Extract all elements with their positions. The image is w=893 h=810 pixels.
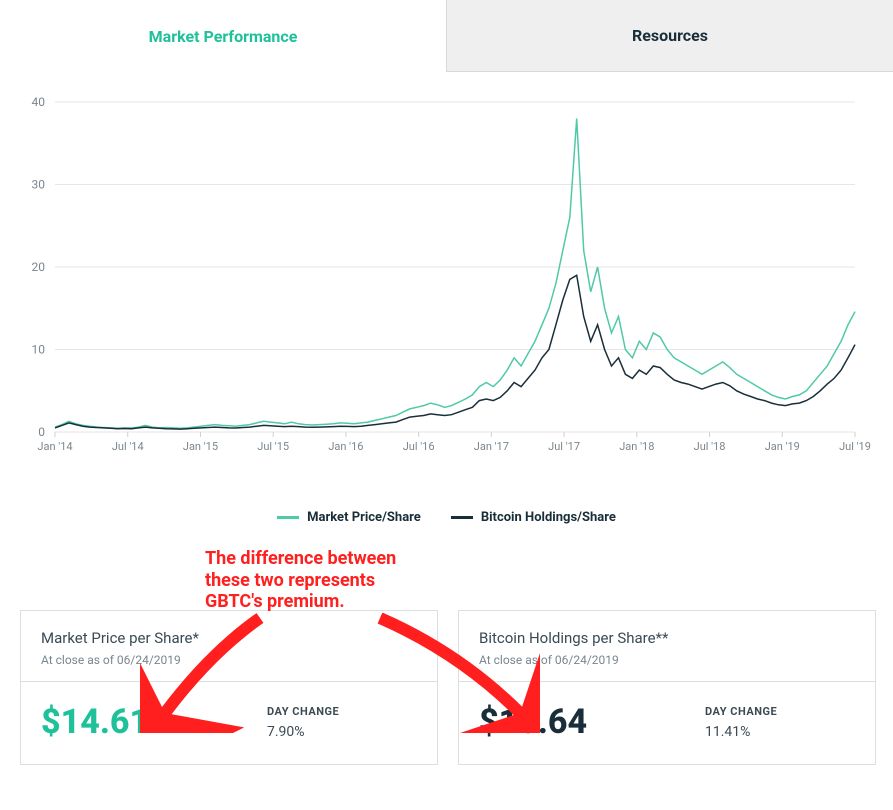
svg-text:20: 20 bbox=[32, 260, 46, 274]
svg-text:Jul '15: Jul '15 bbox=[257, 440, 289, 453]
svg-text:Jul '18: Jul '18 bbox=[694, 440, 726, 453]
legend-label: Bitcoin Holdings/Share bbox=[481, 510, 616, 525]
legend-swatch bbox=[451, 516, 473, 519]
svg-text:0: 0 bbox=[38, 425, 45, 439]
legend-swatch bbox=[277, 516, 299, 519]
svg-text:30: 30 bbox=[32, 178, 46, 192]
chart-area: 0 10 20 30 40 Jan '14 Jul '14 Jan '15 Jul '15 Jan… bbox=[0, 72, 893, 502]
legend-item-bitcoin-holdings: Bitcoin Holdings/Share bbox=[451, 510, 616, 525]
change-value: 11.41% bbox=[705, 724, 855, 740]
svg-text:Jan '15: Jan '15 bbox=[183, 440, 218, 453]
svg-text:Jul '16: Jul '16 bbox=[403, 440, 435, 453]
svg-text:10: 10 bbox=[32, 343, 46, 357]
annotation-text: The difference betweenthese two represen… bbox=[205, 548, 396, 613]
legend-item-market-price: Market Price/Share bbox=[277, 510, 421, 525]
tab-resources[interactable]: Resources bbox=[446, 0, 893, 72]
tabs-container: Market Performance Resources bbox=[0, 0, 893, 72]
svg-text:Jul '14: Jul '14 bbox=[112, 440, 144, 453]
svg-text:Jul '19: Jul '19 bbox=[839, 440, 871, 453]
chart-legend: Market Price/Share Bitcoin Holdings/Shar… bbox=[0, 502, 893, 539]
svg-text:Jan '18: Jan '18 bbox=[619, 440, 654, 453]
svg-text:Jan '19: Jan '19 bbox=[765, 440, 800, 453]
arrow-left-icon bbox=[140, 613, 270, 733]
change-block: DAY CHANGE 11.41% bbox=[705, 705, 855, 740]
svg-text:40: 40 bbox=[32, 95, 46, 109]
svg-text:Jan '14: Jan '14 bbox=[37, 440, 72, 453]
change-label: DAY CHANGE bbox=[705, 705, 855, 718]
svg-text:Jul '17: Jul '17 bbox=[548, 440, 580, 453]
legend-label: Market Price/Share bbox=[307, 510, 421, 525]
tab-market-performance[interactable]: Market Performance bbox=[0, 0, 446, 72]
svg-text:Jan '16: Jan '16 bbox=[328, 440, 363, 453]
svg-text:Jan '17: Jan '17 bbox=[474, 440, 509, 453]
line-chart: 010203040Jan '14Jul '14Jan '15Jul '15Jan… bbox=[55, 102, 855, 462]
arrow-right-icon bbox=[370, 613, 540, 733]
